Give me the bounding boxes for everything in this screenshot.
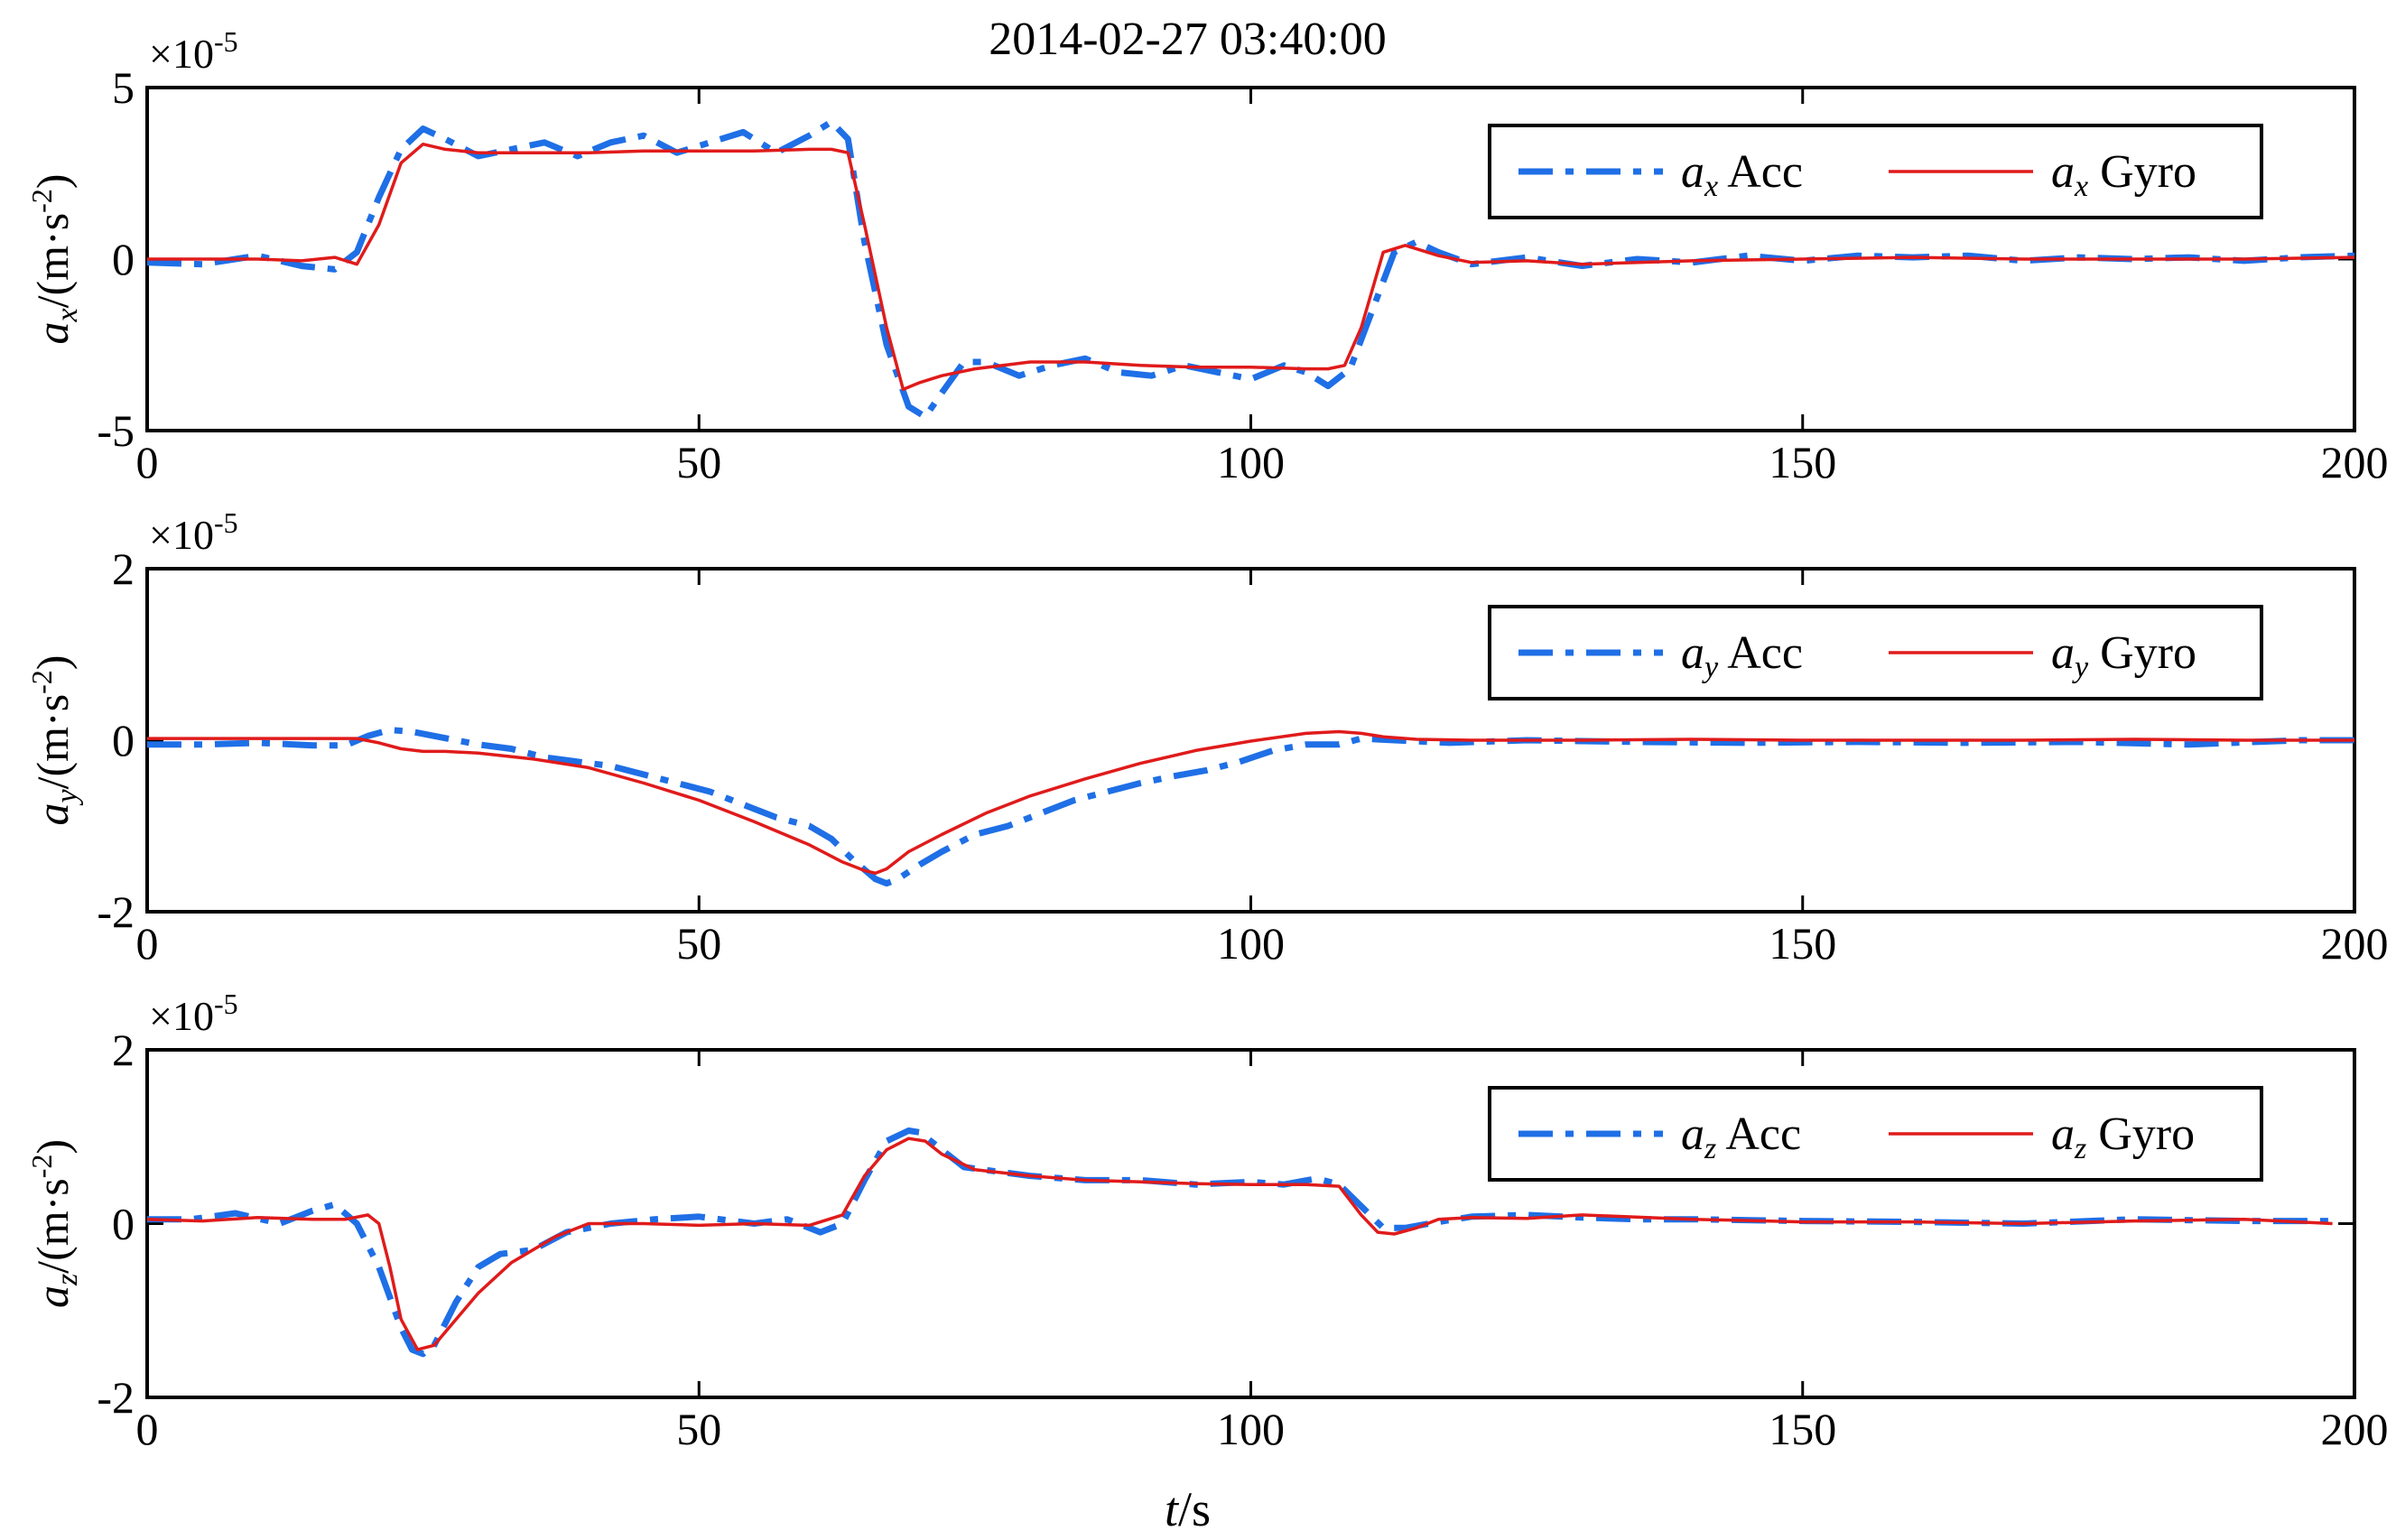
series-line-gyro [147, 1136, 2333, 1351]
x-tick-label: 200 [2321, 1404, 2389, 1454]
x-tick-label: 0 [136, 437, 159, 487]
y-tick-label: 0 [112, 1199, 135, 1249]
legend-label: az Gyro [2051, 1109, 2195, 1165]
x-tick-label: 50 [676, 437, 721, 487]
x-axis-label: t/s [1165, 1482, 1211, 1536]
legend-label: ax Acc [1681, 146, 1803, 203]
x-tick-label: 100 [1217, 437, 1285, 487]
x-tick-label: 150 [1769, 437, 1836, 487]
x-tick-label: 200 [2321, 918, 2389, 969]
series-line-acc [147, 1127, 2333, 1358]
x-tick-label: 100 [1217, 918, 1285, 969]
series-line-gyro [147, 729, 2354, 876]
x-tick-label: 50 [676, 918, 721, 969]
legend-label: ax Gyro [2051, 146, 2196, 203]
legend: ax Acc ax Gyro [1488, 124, 2263, 219]
x-tick-label: 0 [136, 1404, 159, 1454]
legend: az Acc az Gyro [1488, 1086, 2263, 1182]
x-tick-label: 0 [136, 918, 159, 969]
y-tick-label: 0 [112, 715, 135, 765]
y-tick-label: 2 [112, 543, 135, 594]
y-tick-label: 2 [112, 1025, 135, 1075]
legend-label: ay Gyro [2051, 627, 2196, 684]
legend-label: az Acc [1681, 1109, 1801, 1165]
panel-2: 0 50 100 150 200-202×10-5ay/(m·s-2) ay Acc ay … [25, 506, 2389, 969]
legend-label: ay Acc [1681, 627, 1803, 684]
x-tick-label: 150 [1769, 1404, 1836, 1454]
legend-box [1488, 605, 2263, 700]
axis-exponent: ×10-5 [149, 25, 238, 77]
legend: ay Acc ay Gyro [1488, 605, 2263, 700]
panel-1: 0 50 100 150 200-505×10-5ax/(m·s-2)2014-02-2… [25, 14, 2389, 487]
y-tick-label: -2 [97, 886, 135, 937]
y-axis-label: ax/(m·s-2) [25, 174, 84, 345]
y-tick-label: 0 [112, 234, 135, 284]
panel-3: 0 50 100 150 200-202×10-5az/(m·s-2)t/saz Acc… [25, 988, 2389, 1536]
y-tick-label: -2 [97, 1372, 135, 1423]
y-axis-label: ay/(m·s-2) [25, 655, 84, 826]
x-tick-label: 200 [2321, 437, 2389, 487]
y-tick-label: 5 [112, 62, 135, 113]
y-tick-label: -5 [97, 405, 135, 456]
chart-title: 2014-02-27 03:40:00 [989, 14, 1387, 65]
x-tick-label: 150 [1769, 918, 1836, 969]
x-tick-label: 50 [676, 1404, 721, 1454]
axis-exponent: ×10-5 [149, 506, 238, 558]
y-axis-label: az/(m·s-2) [25, 1139, 84, 1308]
axis-exponent: ×10-5 [149, 988, 238, 1039]
series-line-gyro [147, 142, 2354, 392]
x-tick-label: 100 [1217, 1404, 1285, 1454]
